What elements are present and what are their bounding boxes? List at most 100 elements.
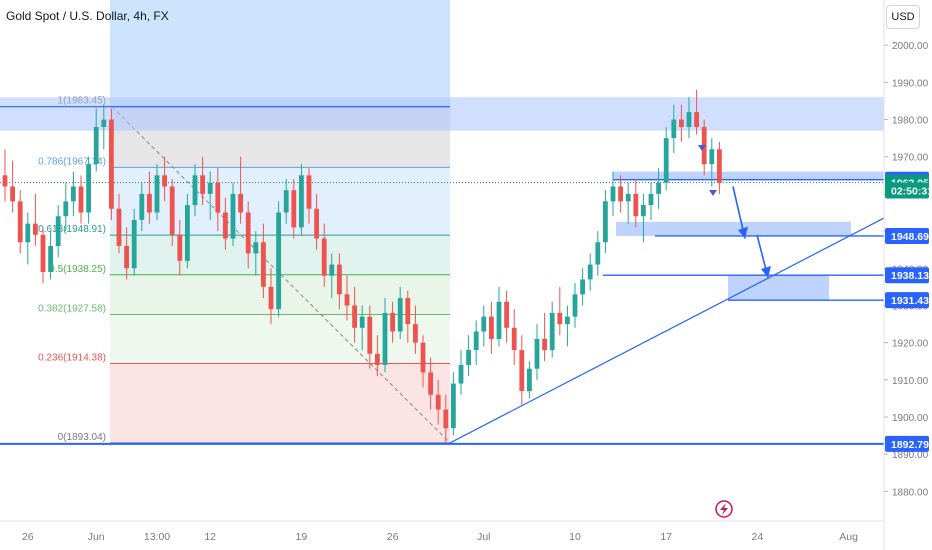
x-tick-label: 19	[296, 531, 308, 543]
signal-arrow	[698, 145, 706, 151]
candle	[359, 305, 365, 351]
candle	[679, 104, 684, 142]
x-tick-label: 26	[22, 531, 34, 543]
y-tick-label: 1910.00	[892, 376, 929, 387]
candle	[595, 231, 601, 276]
candle	[253, 231, 259, 276]
x-tick-label: 26	[387, 531, 399, 543]
fib-band	[110, 363, 450, 443]
candle	[504, 290, 509, 343]
svg-text:1948.69: 1948.69	[891, 231, 929, 243]
candle	[717, 141, 722, 194]
candle	[694, 89, 699, 135]
candle	[542, 312, 547, 362]
candle	[10, 160, 15, 213]
candle	[587, 253, 593, 291]
candle	[565, 305, 570, 347]
candle	[207, 171, 213, 220]
event-lightning-icon[interactable]	[715, 500, 733, 518]
candle	[101, 104, 107, 150]
candle	[245, 201, 251, 269]
candle	[230, 182, 236, 246]
candle	[78, 175, 84, 224]
candle	[405, 290, 411, 343]
price-tag: 1931.43	[885, 292, 929, 309]
signal-arrow	[709, 190, 717, 196]
fib-level-label: 0.618(1948.91)	[38, 224, 106, 235]
candle	[534, 324, 540, 380]
candle	[124, 227, 129, 280]
candle	[519, 335, 525, 406]
candle	[443, 394, 449, 444]
candle	[633, 179, 639, 228]
candle	[618, 175, 623, 213]
candle	[428, 357, 433, 410]
candle	[215, 167, 221, 232]
price-tag: 1948.69	[885, 227, 929, 244]
candle	[131, 208, 137, 276]
candle	[71, 171, 76, 217]
candle	[496, 286, 502, 347]
candle	[17, 190, 23, 254]
price-tag: 1938.13	[885, 267, 929, 284]
candle	[686, 97, 692, 139]
candle	[625, 182, 631, 224]
arrow-head	[761, 266, 771, 278]
candle	[656, 167, 661, 209]
y-tick-label: 1900.00	[892, 413, 929, 424]
candle	[641, 193, 646, 243]
svg-text:1931.43: 1931.43	[891, 295, 929, 307]
zone-1938	[728, 275, 829, 301]
svg-text:02:50:31: 02:50:31	[891, 186, 932, 198]
candle	[337, 253, 342, 310]
y-tick-label: 1980.00	[892, 116, 929, 127]
candle	[185, 193, 190, 269]
candle	[55, 205, 61, 258]
candle	[572, 283, 578, 328]
candle	[93, 108, 99, 172]
candle	[291, 179, 297, 239]
fib-level-label: 0.236(1914.38)	[38, 353, 106, 364]
resistance-zone	[0, 97, 884, 131]
candle	[671, 104, 677, 153]
fib-level-label: 0.5(1938.25)	[49, 264, 106, 275]
y-tick-label: 1890.00	[892, 450, 929, 461]
candle	[367, 305, 373, 369]
x-tick-label: 17	[660, 531, 672, 543]
candle	[473, 320, 479, 365]
x-tick-label: Jul	[477, 531, 490, 543]
x-tick-label: 10	[569, 531, 581, 543]
candle	[86, 156, 91, 224]
candle	[413, 305, 418, 354]
candle	[352, 286, 357, 343]
zone-1963	[613, 171, 884, 180]
candle	[610, 171, 616, 217]
fib-level-label: 0(1893.04)	[58, 432, 106, 443]
symbol-title: Gold Spot / U.S. Dollar, 4h, FX	[6, 9, 169, 23]
candle	[344, 275, 350, 321]
candle	[223, 197, 228, 250]
y-tick-label: 2000.00	[892, 41, 929, 52]
candle	[139, 182, 145, 232]
candle	[283, 179, 289, 224]
arrow-head	[738, 226, 748, 239]
candle	[40, 227, 46, 284]
candle	[109, 108, 114, 220]
svg-text:1892.79: 1892.79	[891, 439, 929, 451]
candle	[420, 335, 426, 388]
candle	[527, 361, 532, 399]
candle	[458, 350, 464, 395]
y-tick-label: 1970.00	[892, 153, 929, 164]
candle	[397, 286, 403, 339]
candle	[648, 182, 654, 220]
candle	[192, 164, 198, 217]
fib-level-label: 0.382(1927.58)	[38, 303, 106, 314]
price-tag: 1892.79	[885, 435, 929, 452]
candle	[709, 138, 715, 187]
x-tick-label: 13:00	[144, 531, 170, 543]
currency-button[interactable]: USD	[886, 5, 920, 29]
candle	[200, 156, 205, 206]
candle	[116, 193, 122, 254]
candle	[33, 193, 38, 246]
